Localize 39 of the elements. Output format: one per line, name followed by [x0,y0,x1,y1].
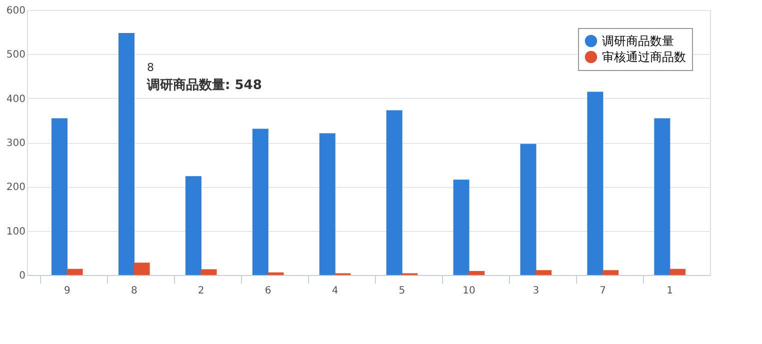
bar [185,176,202,275]
bar [66,268,83,275]
x-tick-label: 2 [198,286,204,296]
bar [654,118,670,275]
bar [453,180,470,275]
bar [268,272,284,275]
x-tick-label: 7 [600,286,606,296]
bar [252,128,268,275]
y-tick-label: 400 [6,94,26,105]
bar [536,270,552,275]
bar [134,262,150,275]
y-tick-label: 300 [6,138,26,149]
bar [200,269,217,275]
y-tick-label: 0 [19,270,26,282]
x-tick-label: 4 [332,286,338,296]
x-tick-label: 1 [666,286,674,296]
y-tick-label: 600 [6,6,26,16]
x-tick-label: 10 [462,286,476,296]
bar [319,133,336,275]
bar [587,92,604,275]
bar [386,110,402,275]
bar [602,270,619,275]
x-tick-label: 6 [264,286,272,296]
x-tick-label: 5 [398,286,406,296]
bar [520,144,536,275]
annotation: 调研商品数量: 548 [146,77,262,93]
legend-label: 调研商品数量 [602,34,674,48]
y-tick-label: 200 [6,182,26,194]
bar [52,118,68,275]
x-tick-label: 3 [532,286,540,296]
y-tick-label: 500 [6,50,26,61]
bar [468,271,485,275]
x-tick-label: 8 [130,286,138,296]
y-tick-label: 100 [6,226,26,238]
bar [118,32,134,275]
x-tick-label: 9 [64,286,70,296]
legend-label: 审核通过商品数 [602,50,686,64]
annotation: 8 [147,61,154,74]
bar [669,268,686,275]
